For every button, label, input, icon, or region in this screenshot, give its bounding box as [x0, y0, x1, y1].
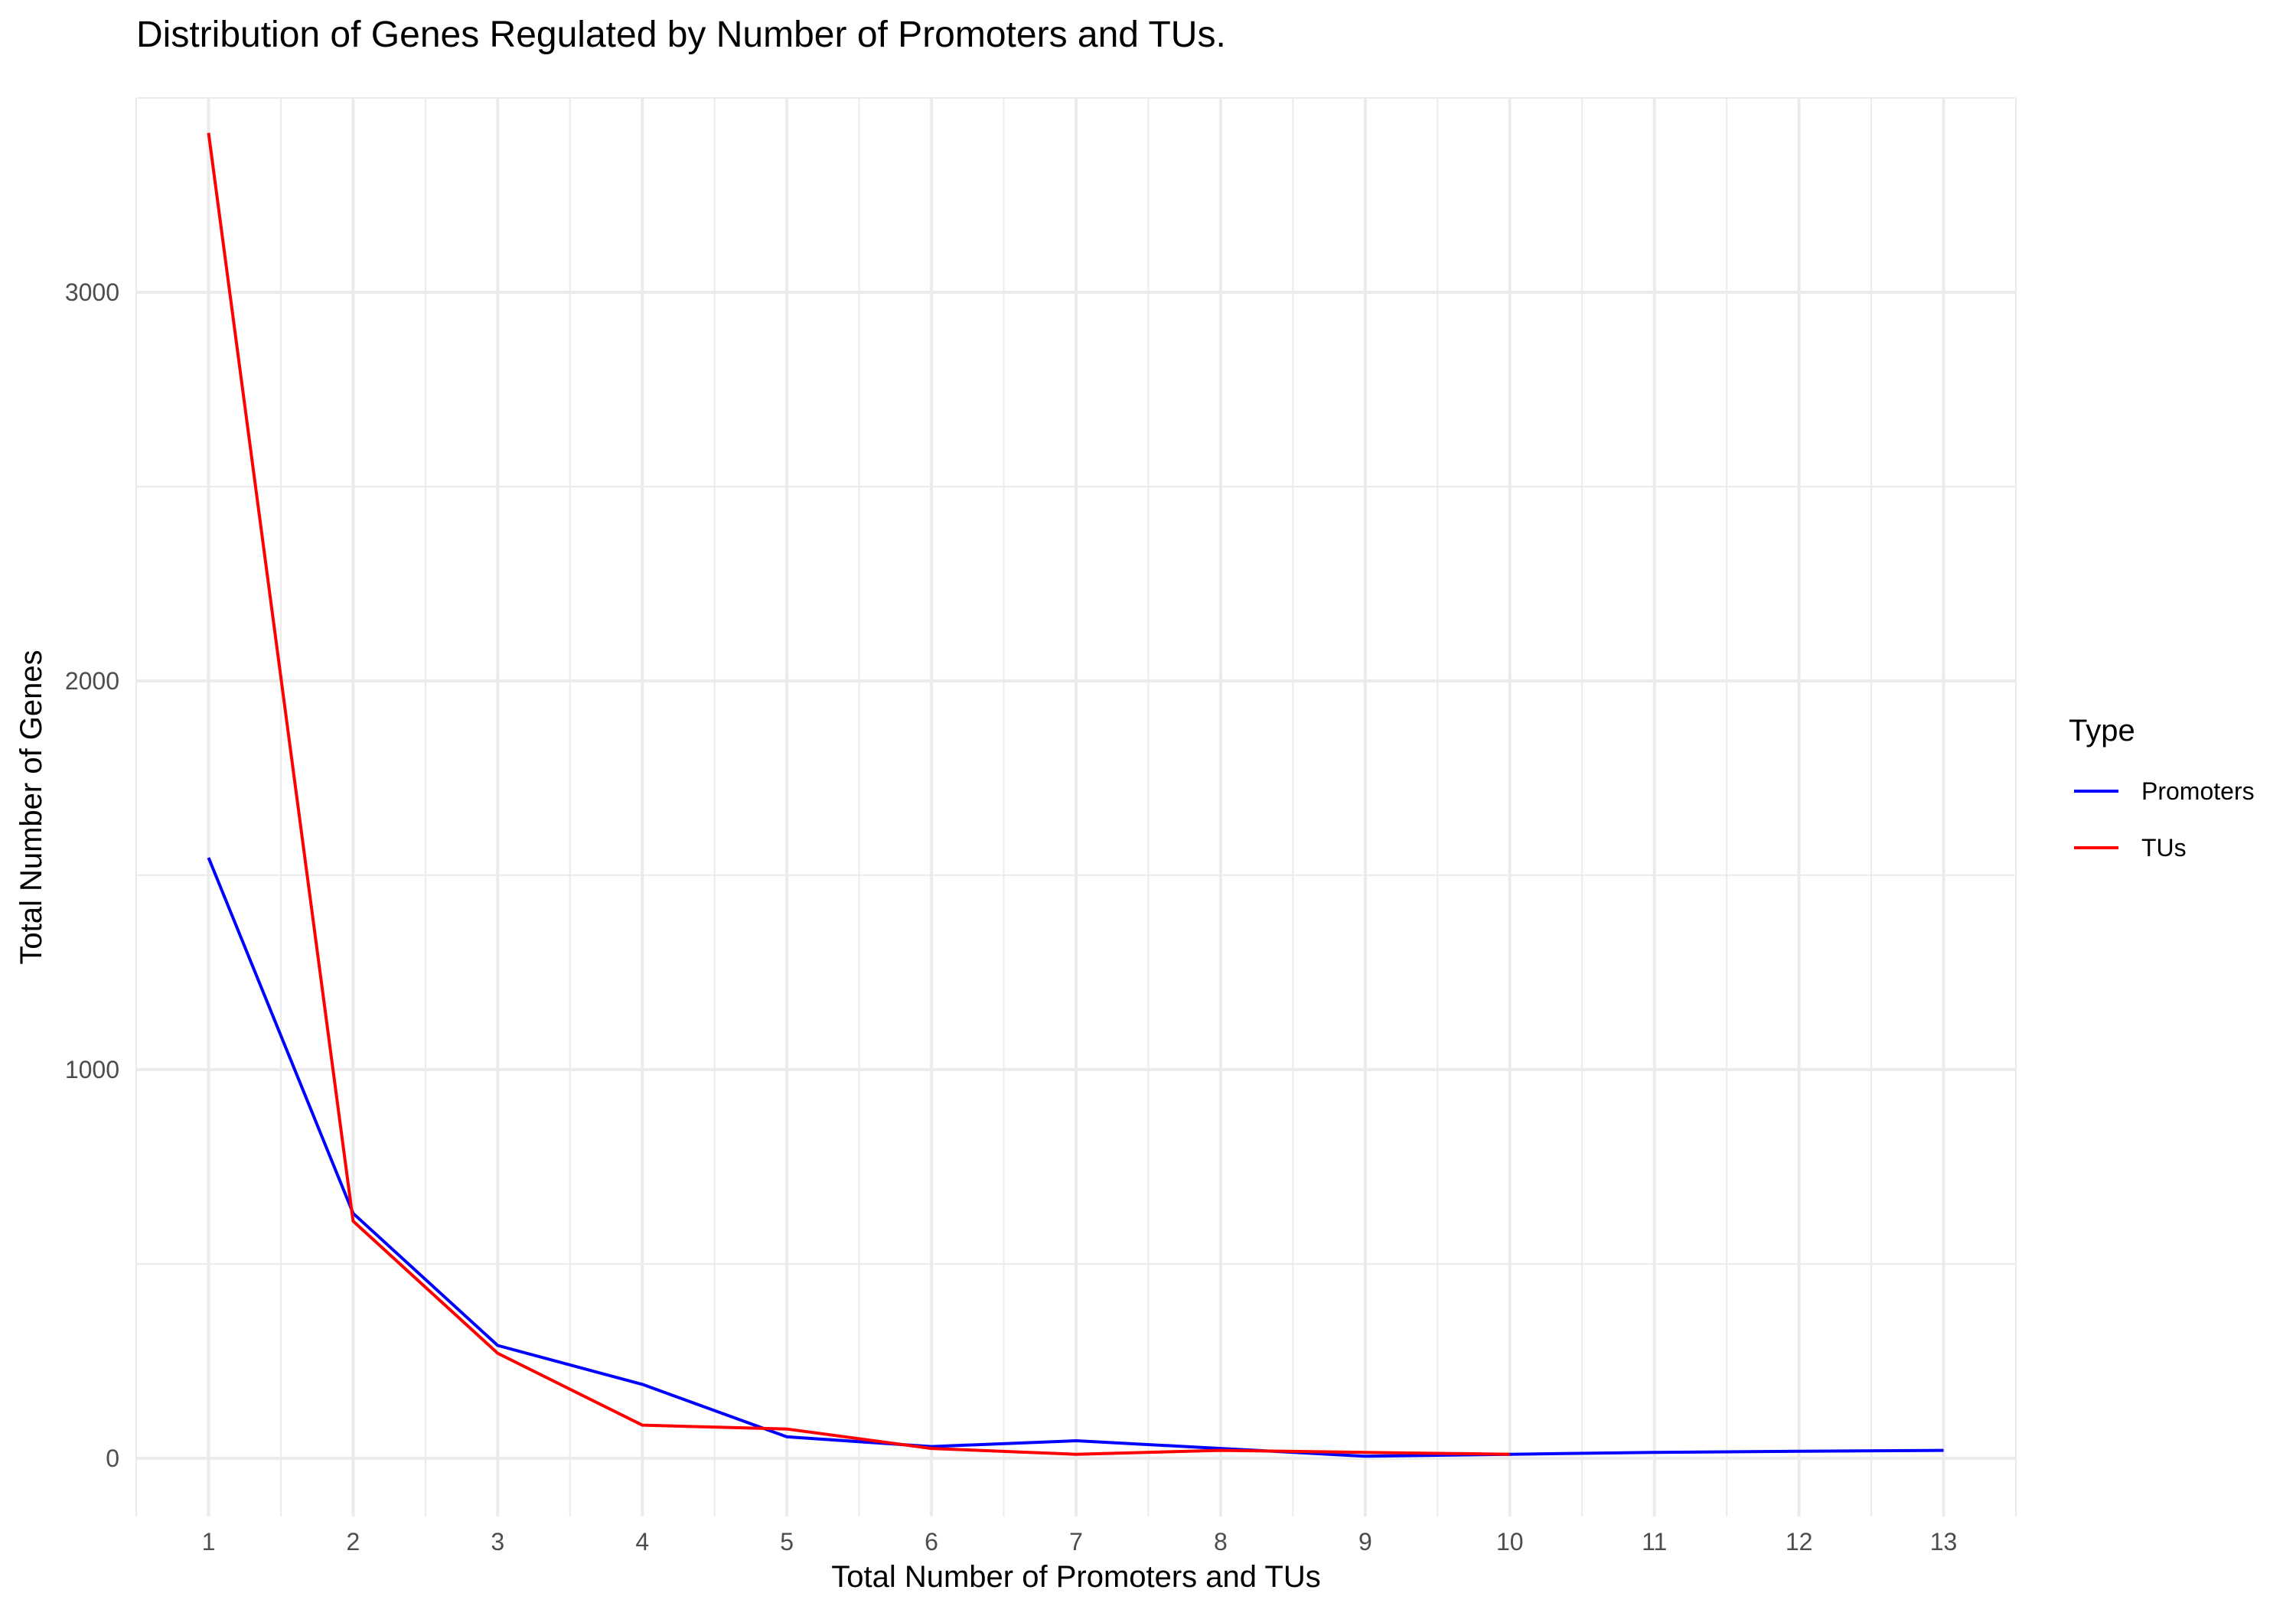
y-tick-label: 1000 [65, 1056, 119, 1083]
legend: Type Promoters TUs [2069, 714, 2255, 862]
legend-label: Promoters [2141, 777, 2255, 805]
grid [135, 97, 2017, 1516]
x-tick-label: 12 [1786, 1528, 1813, 1556]
legend-items: Promoters TUs [2074, 777, 2255, 862]
legend-label: TUs [2141, 834, 2187, 862]
x-tick-label: 1 [202, 1528, 216, 1556]
y-axis-title: Total Number of Genes [15, 650, 48, 964]
y-tick-label: 0 [106, 1445, 119, 1472]
x-tick-label: 11 [1642, 1528, 1667, 1556]
y-tick-label: 2000 [65, 667, 119, 695]
x-tick-label: 7 [1069, 1528, 1083, 1556]
series-line-tus [207, 132, 1510, 1456]
x-tick-labels: 1 2 3 4 5 6 7 8 9 10 11 12 13 [202, 1528, 1958, 1556]
x-tick-label: 13 [1930, 1528, 1958, 1556]
chart-title: Distribution of Genes Regulated by Numbe… [136, 15, 1226, 55]
x-tick-label: 5 [780, 1528, 794, 1556]
legend-item-tus: TUs [2074, 834, 2187, 862]
x-tick-label: 10 [1496, 1528, 1524, 1556]
y-tick-labels: 0 1000 2000 3000 [65, 279, 119, 1472]
x-tick-label: 2 [346, 1528, 360, 1556]
series-line-promoters [207, 857, 1944, 1458]
y-tick-label: 3000 [65, 279, 119, 306]
legend-item-promoters: Promoters [2074, 777, 2255, 805]
x-tick-label: 4 [635, 1528, 649, 1556]
x-tick-label: 6 [925, 1528, 938, 1556]
x-tick-label: 8 [1214, 1528, 1228, 1556]
legend-title: Type [2069, 714, 2135, 748]
x-tick-label: 9 [1358, 1528, 1372, 1556]
x-axis-title: Total Number of Promoters and TUs [831, 1560, 1321, 1594]
x-tick-label: 3 [491, 1528, 504, 1556]
series-lines [207, 132, 1944, 1458]
